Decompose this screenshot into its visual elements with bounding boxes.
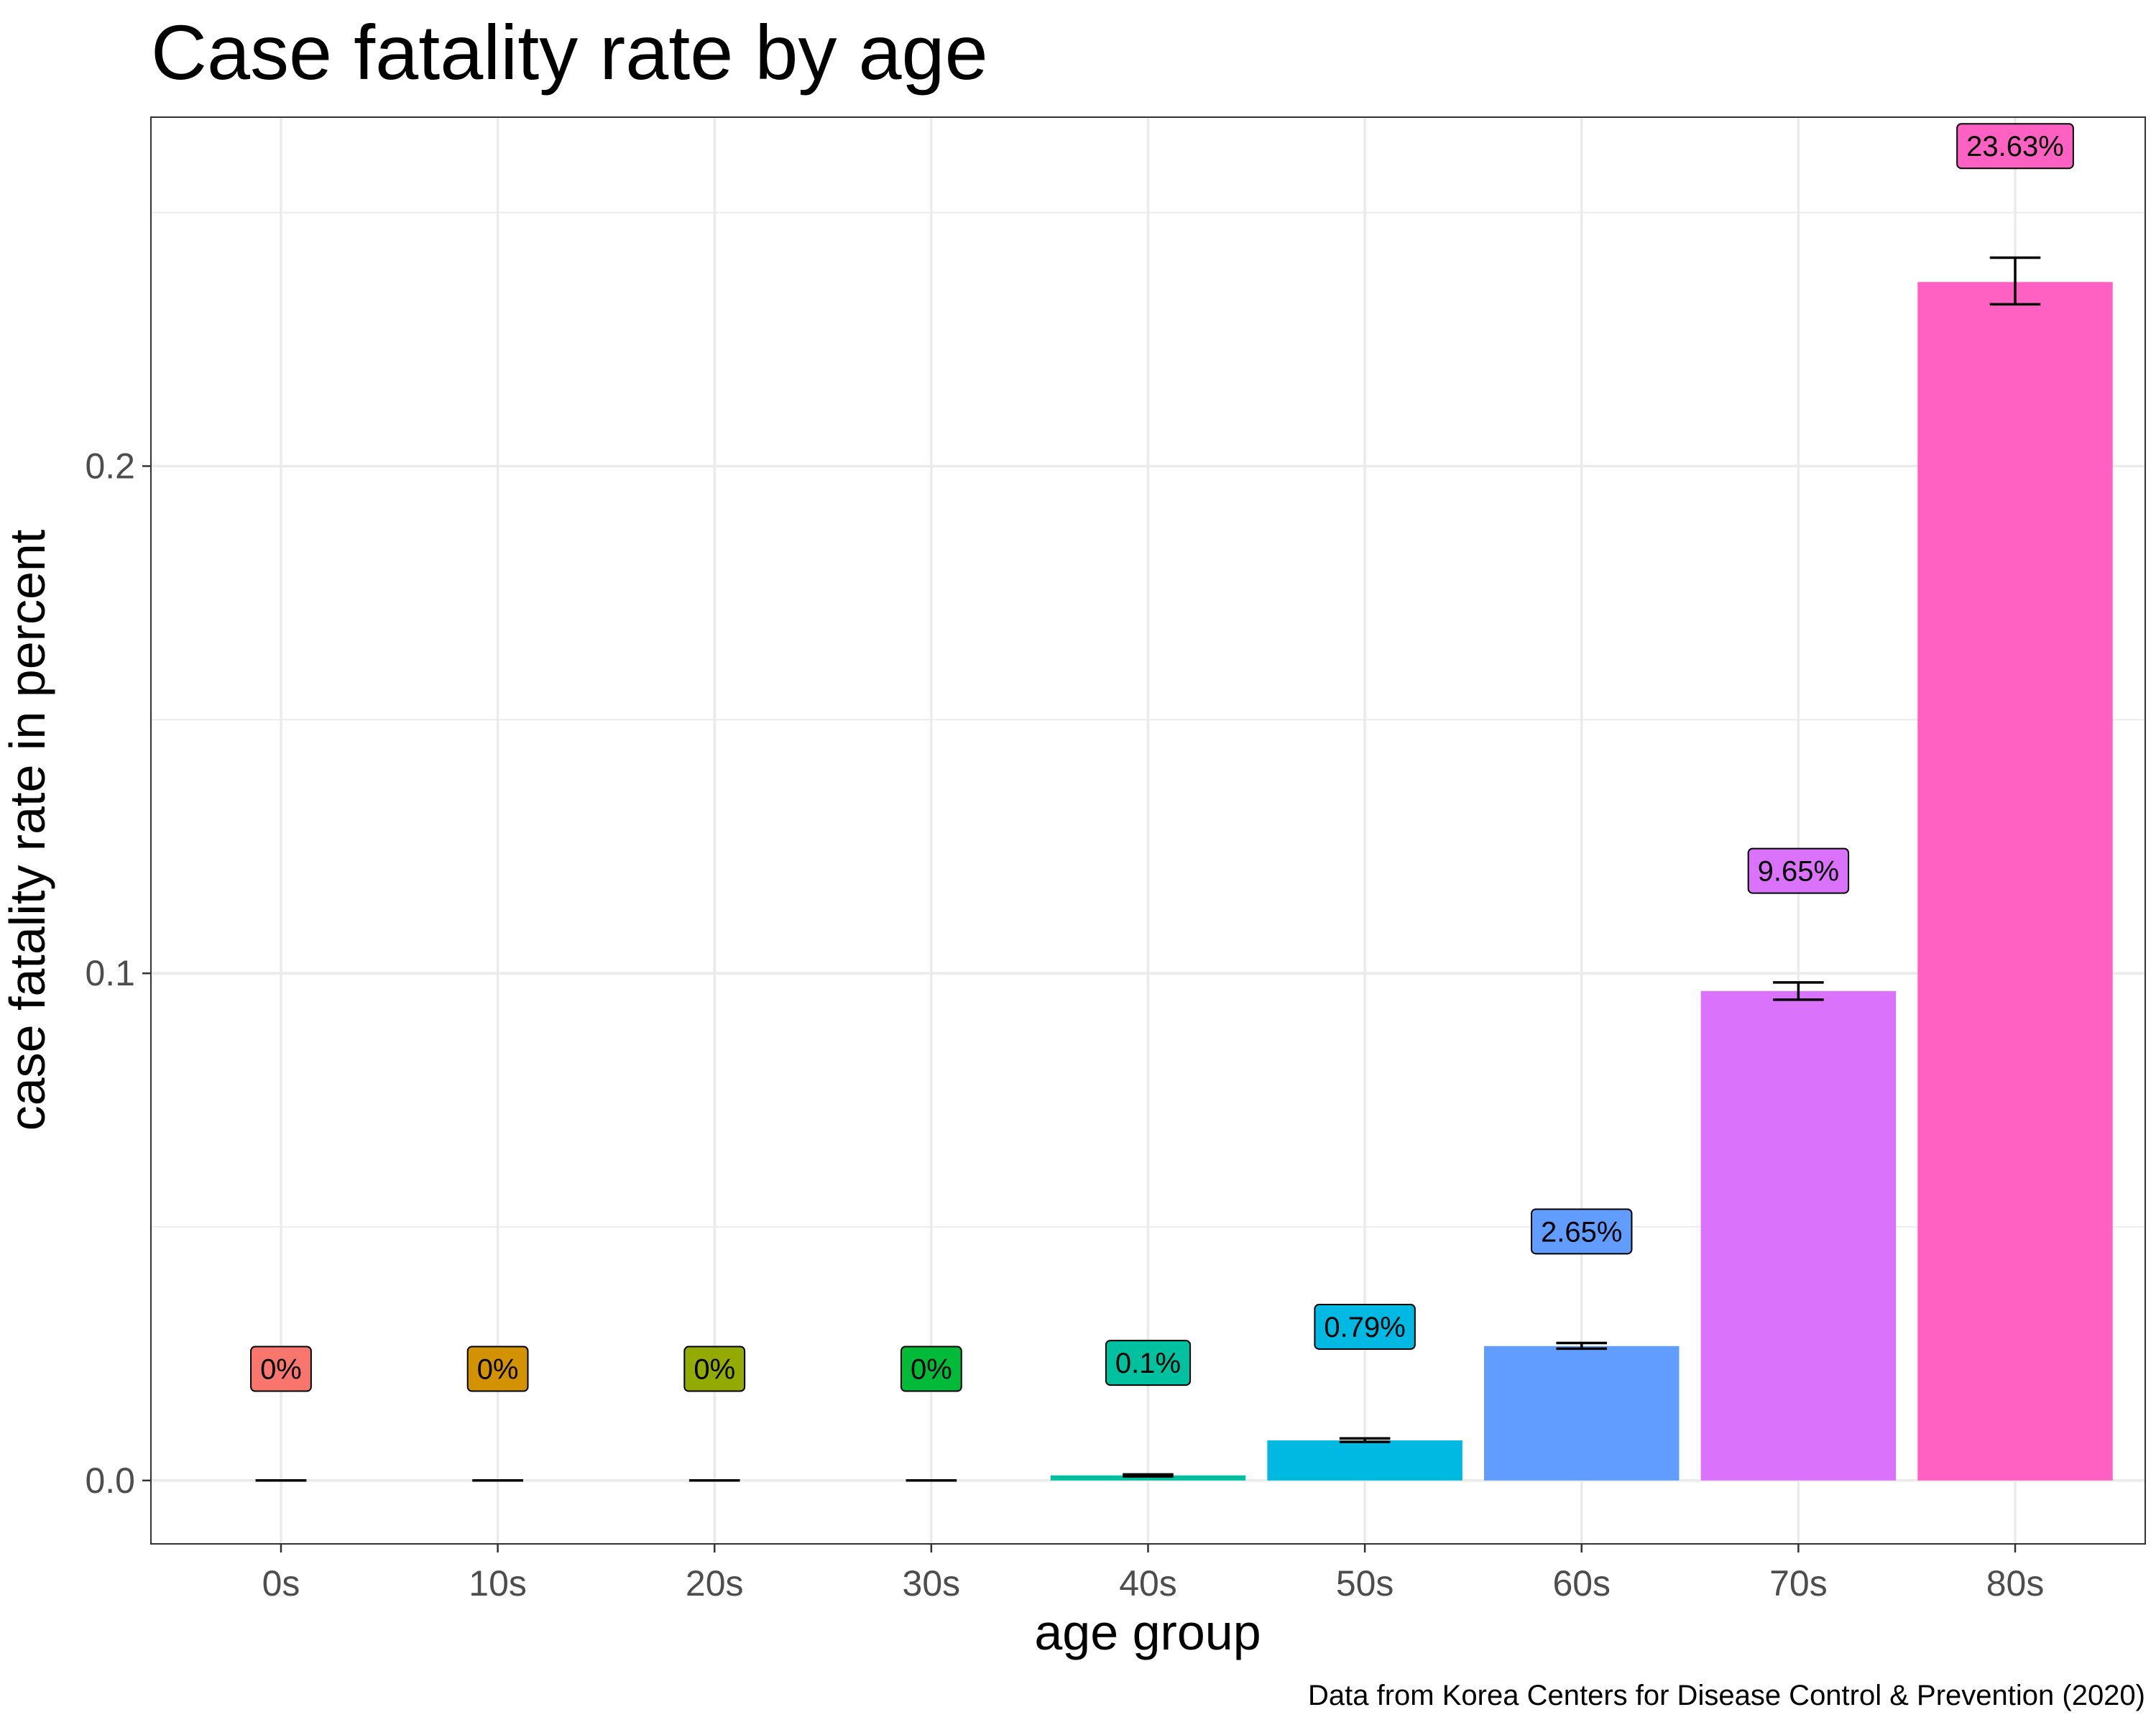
- data-label-0s: 0%: [250, 1346, 312, 1392]
- data-label-box: [466, 1346, 529, 1392]
- data-label-80s: 23.63%: [1956, 123, 2074, 170]
- data-label-box: [1531, 1208, 1633, 1255]
- x-tick-label: 30s: [903, 1563, 961, 1604]
- x-tick-label: 0s: [262, 1563, 300, 1604]
- data-label-30s: 0%: [900, 1346, 962, 1392]
- x-tick-label: 20s: [686, 1563, 744, 1604]
- errorbar-50s: [1339, 1437, 1391, 1443]
- data-label-70s: 9.65%: [1747, 847, 1850, 894]
- errorbar-40s: [1123, 1473, 1174, 1478]
- error-bars: [255, 256, 2041, 1482]
- data-label-box: [1956, 123, 2074, 170]
- bar-60s: [1484, 1346, 1680, 1481]
- bar-80s: [1917, 282, 2113, 1481]
- data-label-text: 0%: [477, 1354, 519, 1386]
- y-tick-label: 0.0: [85, 1460, 135, 1501]
- bars: [1050, 282, 2113, 1481]
- data-label-text: 0%: [260, 1354, 302, 1386]
- data-label-text: 0.79%: [1324, 1312, 1405, 1343]
- y-axis-title: case fatality rate in percent: [0, 530, 55, 1131]
- x-tick-label: 70s: [1769, 1563, 1828, 1604]
- x-axis: 0s 10s 20s 30s 40s 50s 60s 70s 80s: [262, 1544, 2045, 1604]
- y-axis: 0.0 0.1 0.2: [85, 446, 151, 1501]
- x-tick-label: 80s: [1986, 1563, 2045, 1604]
- x-tick-label: 40s: [1119, 1563, 1177, 1604]
- chart-title: Case fatality rate by age: [151, 9, 988, 96]
- data-label-box: [1314, 1303, 1416, 1350]
- data-label-text: 23.63%: [1966, 131, 2064, 162]
- x-tick-label: 50s: [1336, 1563, 1394, 1604]
- data-label-text: 0%: [911, 1354, 952, 1386]
- bar-50s: [1267, 1440, 1462, 1481]
- data-label-box: [683, 1346, 746, 1392]
- caption: Data from Korea Centers for Disease Cont…: [1308, 1680, 2145, 1711]
- data-label-box: [250, 1346, 312, 1392]
- errorbar-80s: [1989, 256, 2041, 306]
- bar-70s: [1700, 990, 1897, 1481]
- data-label-text: 0%: [694, 1354, 735, 1386]
- data-label-50s: 0.79%: [1314, 1303, 1416, 1350]
- data-label-text: 2.65%: [1541, 1216, 1622, 1248]
- data-label-box: [1105, 1340, 1192, 1386]
- data-label-text: 9.65%: [1758, 856, 1839, 888]
- data-labels: 0% 0% 0% 0% 0.1% 0.79% 2.65% 9.65% 23.63%: [250, 123, 2074, 1392]
- data-label-60s: 2.65%: [1531, 1208, 1633, 1255]
- bar-40s: [1050, 1475, 1246, 1481]
- data-label-box: [900, 1346, 962, 1392]
- data-label-text: 0.1%: [1115, 1348, 1181, 1379]
- data-label-20s: 0%: [683, 1346, 746, 1392]
- x-axis-title: age group: [1034, 1604, 1261, 1660]
- data-label-10s: 0%: [466, 1346, 529, 1392]
- errorbar-70s: [1773, 981, 1824, 1001]
- errorbar-60s: [1556, 1341, 1608, 1351]
- data-label-40s: 0.1%: [1105, 1340, 1192, 1386]
- y-tick-label: 0.1: [85, 953, 135, 993]
- x-tick-label: 10s: [469, 1563, 527, 1604]
- y-tick-label: 0.2: [85, 446, 135, 486]
- data-label-box: [1747, 847, 1850, 894]
- x-tick-label: 60s: [1552, 1563, 1611, 1604]
